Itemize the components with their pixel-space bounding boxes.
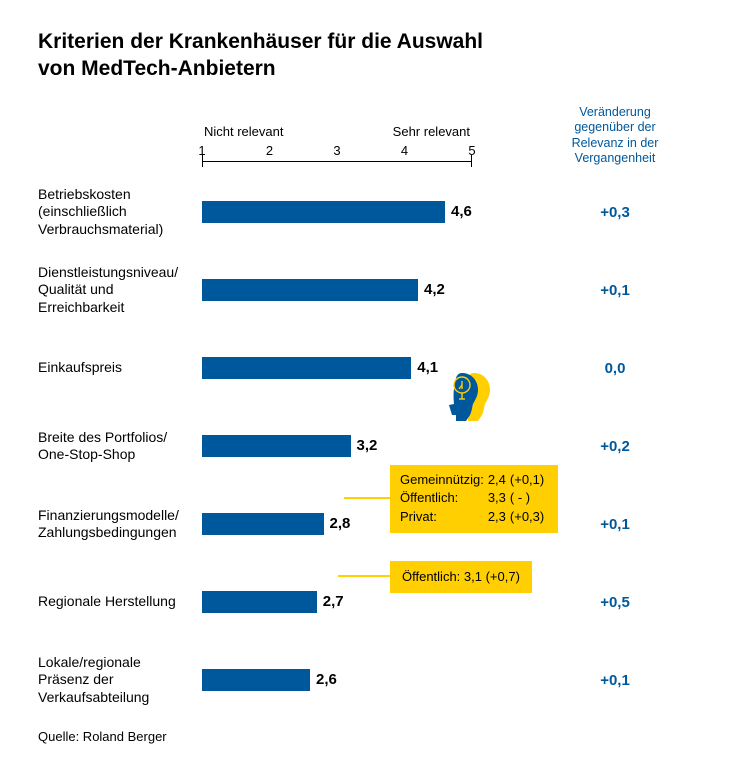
callout-connector-2 <box>338 575 392 577</box>
bar <box>202 357 411 379</box>
axis-label-left: Nicht relevant <box>204 124 283 139</box>
tick-3: 3 <box>333 143 340 158</box>
tick-4: 4 <box>401 143 408 158</box>
bar-value: 2,8 <box>324 513 351 535</box>
bar <box>202 435 351 457</box>
bar-value: 3,2 <box>351 435 378 457</box>
axis-end-labels: Nicht relevant Sehr relevant <box>202 124 472 139</box>
callout-box-1: Gemeinnützig:2,4(+0,1) Öffentlich:3,3( -… <box>390 465 558 534</box>
row-label: Betriebskosten(einschließlich Verbrauchs… <box>38 186 202 239</box>
source-line: Quelle: Roland Berger <box>38 729 708 744</box>
bar <box>202 669 310 691</box>
bar <box>202 279 418 301</box>
change-value: +0,2 <box>522 438 708 455</box>
callout-box-2: Öffentlich: 3,1 (+0,7) <box>390 561 532 594</box>
row-label: Regionale Herstellung <box>38 593 202 611</box>
bar-value: 4,1 <box>411 357 438 379</box>
bar <box>202 201 445 223</box>
change-value: +0,1 <box>522 282 708 299</box>
callout-2-text: Öffentlich: 3,1 (+0,7) <box>402 569 520 584</box>
title-line-1: Kriterien der Krankenhäuser für die Ausw… <box>38 30 483 53</box>
chart-title: Kriterien der Krankenhäuser für die Ausw… <box>38 28 708 83</box>
data-row: Betriebskosten(einschließlich Verbrauchs… <box>38 181 708 243</box>
data-row: Breite des Portfolios/One-Stop-Shop 3,2 +0… <box>38 415 708 477</box>
change-value: +0,5 <box>522 594 708 611</box>
tick-5: 5 <box>468 143 475 158</box>
data-row: Regionale Herstellung 2,7 +0,5 <box>38 571 708 633</box>
change-value: +0,1 <box>522 672 708 689</box>
chart-area: Nicht relevant Sehr relevant 1 2 3 4 5 V… <box>38 105 708 712</box>
bar-value: 2,6 <box>310 669 337 691</box>
axis-row: Nicht relevant Sehr relevant 1 2 3 4 5 V… <box>38 105 708 168</box>
change-column-header: Veränderung gegenüber der Relevanz in de… <box>522 105 708 168</box>
rows-container: Betriebskosten(einschließlich Verbrauchs… <box>38 181 708 711</box>
data-row: Einkaufspreis 4,1 0,0 <box>38 337 708 399</box>
bar <box>202 513 324 535</box>
data-row: Lokale/regionale Präsenz der Verkaufsabt… <box>38 649 708 711</box>
callout-1-table: Gemeinnützig:2,4(+0,1) Öffentlich:3,3( -… <box>400 471 548 528</box>
axis-ticks: 1 2 3 4 5 <box>202 143 472 167</box>
tick-2: 2 <box>266 143 273 158</box>
data-row: Dienstleistungsniveau/Qualität und Errei… <box>38 259 708 321</box>
bar-value: 4,2 <box>418 279 445 301</box>
row-label: Dienstleistungsniveau/Qualität und Errei… <box>38 264 202 317</box>
row-label: Breite des Portfolios/One-Stop-Shop <box>38 429 202 464</box>
change-value: 0,0 <box>522 360 708 377</box>
data-row: Finanzierungsmodelle/Zahlungsbedingungen… <box>38 493 708 555</box>
row-label: Einkaufspreis <box>38 359 202 377</box>
title-line-2: von MedTech-Anbietern <box>38 57 276 80</box>
row-label: Finanzierungsmodelle/Zahlungsbedingungen <box>38 507 202 542</box>
bar-value: 2,7 <box>317 591 344 613</box>
callout-connector-1 <box>344 497 392 499</box>
lightbulb-head-icon <box>438 367 500 434</box>
bar <box>202 591 317 613</box>
bar-value: 4,6 <box>445 201 472 223</box>
axis-label-right: Sehr relevant <box>393 124 470 139</box>
change-value: +0,3 <box>522 204 708 221</box>
row-label: Lokale/regionale Präsenz der Verkaufsabt… <box>38 654 202 707</box>
